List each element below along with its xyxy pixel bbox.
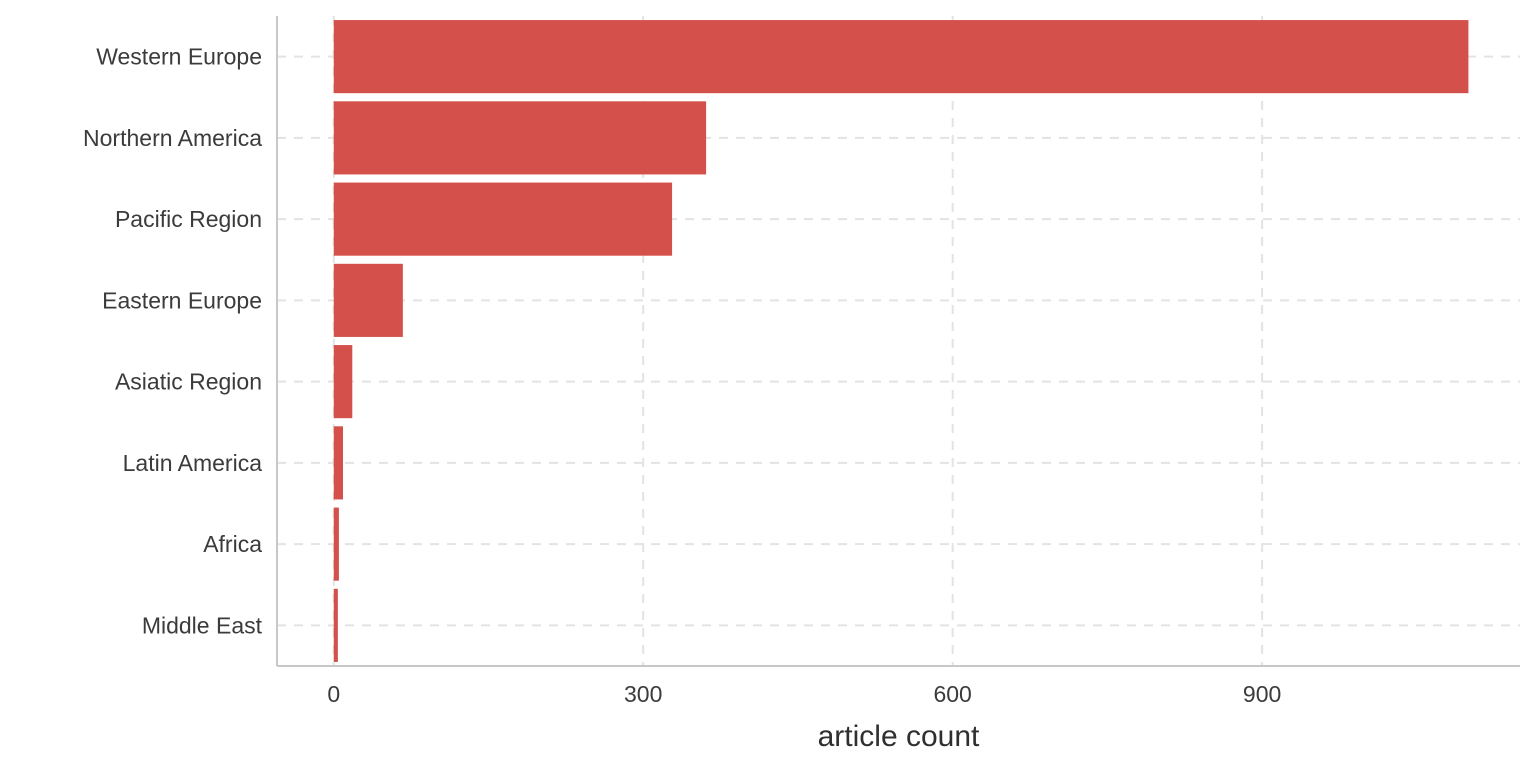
y-tick-label: Middle East [142,612,263,638]
x-tick-label: 900 [1243,681,1281,707]
bar [333,588,338,662]
x-tick-label: 0 [327,681,340,707]
y-tick-label: Latin America [123,450,263,476]
y-tick-label: Western Europe [96,44,262,70]
y-tick-label: Pacific Region [115,206,262,232]
y-tick-label: Asiatic Region [115,369,262,395]
bar [333,20,1469,94]
y-tick-label: Eastern Europe [102,287,262,313]
y-tick-label: Northern America [83,125,262,151]
bar [333,426,344,500]
bar [333,101,707,175]
x-tick-label: 600 [933,681,971,707]
tick-labels: Western Europe Northern America Pacific Re… [83,44,1281,707]
bar [333,507,339,581]
bar [333,345,353,419]
bars [333,20,1469,662]
bar [333,263,403,337]
y-tick-label: Africa [203,531,262,557]
x-tick-label: 300 [624,681,662,707]
axes [276,16,1520,667]
x-axis-title: article count [818,720,980,753]
bar [333,182,673,256]
